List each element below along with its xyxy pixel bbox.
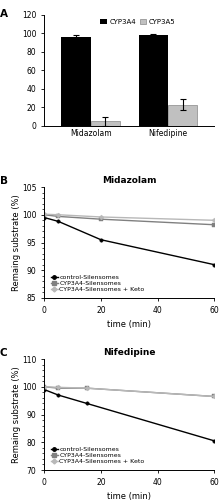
Legend: CYP3A4, CYP3A5: CYP3A4, CYP3A5 [99, 18, 177, 26]
Title: Nifedipine: Nifedipine [103, 348, 156, 357]
Text: A: A [0, 10, 8, 20]
Text: B: B [0, 176, 8, 186]
X-axis label: time (min): time (min) [107, 492, 151, 500]
X-axis label: time (min): time (min) [107, 320, 151, 329]
Bar [168, 104, 197, 126]
Legend: control-Silensomes, CYP3A4-Silensomes, CYP3A4-Silensomes + Keto: control-Silensomes, CYP3A4-Silensomes, C… [51, 274, 145, 292]
Bar [61, 37, 91, 126]
Text: C: C [0, 348, 8, 358]
Y-axis label: Remaing substrate (%): Remaing substrate (%) [12, 366, 21, 463]
Bar [139, 36, 168, 126]
Y-axis label: Remaing substrate (%): Remaing substrate (%) [12, 194, 21, 291]
Title: Midazolam: Midazolam [102, 176, 156, 185]
Bar [91, 122, 120, 126]
Legend: control-Silensomes, CYP3A4-Silensomes, CYP3A4-Silensomes + Keto: control-Silensomes, CYP3A4-Silensomes, C… [51, 446, 145, 464]
